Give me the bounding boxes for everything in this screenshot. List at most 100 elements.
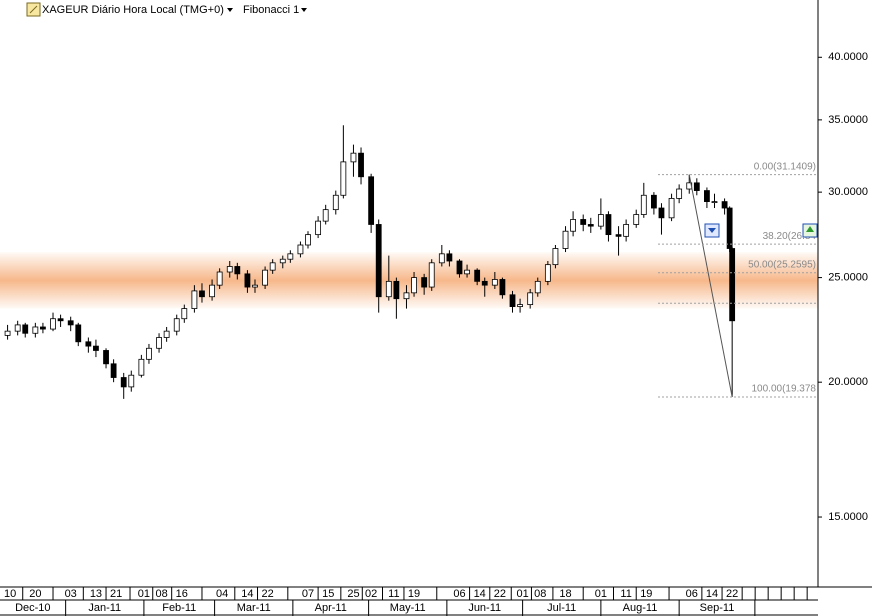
month-label: Jun-11 [468, 602, 501, 614]
x-tick-label: 25 [347, 588, 359, 600]
candle-body [287, 253, 294, 260]
candle-body [375, 224, 382, 298]
candle-body [385, 280, 392, 298]
candle-body [120, 377, 127, 388]
y-tick-label: 35.0000 [828, 114, 868, 126]
candle-body [75, 324, 82, 343]
candle-body [209, 284, 215, 298]
candle-body [103, 350, 109, 365]
candle-body [226, 266, 233, 273]
candle-body [57, 318, 64, 322]
candle-body [358, 152, 364, 178]
study-dropdown[interactable] [301, 8, 307, 12]
candle-body [509, 294, 516, 307]
candle-body [297, 244, 304, 255]
candle-body [726, 207, 733, 249]
candle-body [173, 318, 180, 332]
x-tick-label: 07 [302, 588, 314, 600]
candle-body [658, 207, 665, 219]
candle-body [640, 194, 647, 215]
x-tick-label: 16 [176, 588, 188, 600]
fib-trendline [688, 174, 733, 398]
candle-body [711, 201, 718, 204]
x-tick-label: 21 [110, 588, 122, 600]
candle-body [517, 304, 523, 307]
title-dropdown[interactable] [227, 8, 233, 12]
candle-body [40, 326, 46, 330]
candle-body [633, 214, 640, 225]
symbol-icon-line [29, 5, 38, 14]
chart-title[interactable]: XAGEUR Diário Hora Local (TMG+0) [42, 4, 224, 16]
candle-body [562, 230, 569, 249]
candle-body [252, 284, 258, 288]
candle-body [587, 224, 594, 227]
x-tick-label: 06 [453, 588, 465, 600]
candle-body [128, 374, 135, 388]
candle-body [269, 262, 276, 271]
candle-body [421, 277, 428, 288]
candle-body [552, 248, 559, 266]
candle-body [428, 262, 435, 288]
zone-band [0, 252, 818, 309]
candle-body [305, 234, 311, 246]
x-tick-label: 18 [559, 588, 571, 600]
month-label: Jul-11 [547, 602, 576, 614]
candle-body [527, 292, 534, 306]
x-tick-label: 14 [706, 588, 718, 600]
candle-body [438, 253, 445, 264]
candle-body [605, 214, 612, 236]
x-tick-label: 19 [408, 588, 420, 600]
candle-body [350, 152, 357, 163]
month-label: Mar-11 [237, 602, 271, 614]
candle-body [340, 161, 347, 196]
candle-body [615, 234, 622, 237]
candle-body [191, 290, 198, 309]
candle-body [693, 182, 700, 191]
candle-body [279, 258, 286, 264]
month-label: Jan-11 [88, 602, 121, 614]
x-tick-label: 02 [365, 588, 377, 600]
x-tick-label: 01 [516, 588, 528, 600]
x-tick-label: 14 [241, 588, 253, 600]
fib-label: 38.20(26.84 [763, 231, 817, 242]
candle-body [456, 260, 463, 275]
candle-body [67, 320, 74, 326]
candle-body [597, 214, 604, 227]
candle-body [146, 347, 152, 360]
candle-body [623, 224, 630, 237]
x-tick-label: 01 [138, 588, 150, 600]
candle-body [110, 363, 117, 378]
y-tick-label: 30.0000 [828, 186, 868, 198]
candle-body [403, 292, 410, 300]
x-tick-label: 15 [322, 588, 334, 600]
candle-body [368, 176, 375, 225]
candle-body [156, 337, 162, 349]
candle-body [322, 209, 329, 222]
month-label: Aug-11 [623, 602, 658, 614]
x-tick-label: 04 [216, 588, 228, 600]
candle-body [181, 308, 188, 320]
candle-body [446, 253, 453, 262]
month-label: Feb-11 [162, 602, 196, 614]
study-name[interactable]: Fibonacci 1 [243, 4, 299, 16]
x-tick-label: 14 [474, 588, 486, 600]
x-tick-label: 22 [261, 588, 273, 600]
candle-body [315, 220, 322, 236]
x-tick-label: 08 [534, 588, 546, 600]
x-tick-label: 08 [155, 588, 167, 600]
candle-body [481, 280, 488, 286]
candle-body [570, 219, 577, 232]
candle-body [199, 290, 205, 298]
x-tick-label: 11 [620, 588, 631, 600]
y-tick-label: 40.0000 [828, 51, 868, 63]
candle-body [650, 194, 657, 209]
alert-icon-arrow [708, 228, 716, 233]
candle-body [262, 269, 268, 286]
x-tick-label: 06 [686, 588, 698, 600]
candle-body [138, 358, 145, 376]
candle-body [729, 248, 736, 322]
candle-body [85, 341, 92, 347]
candle-body [234, 266, 241, 275]
month-label: Dec-10 [15, 602, 50, 614]
